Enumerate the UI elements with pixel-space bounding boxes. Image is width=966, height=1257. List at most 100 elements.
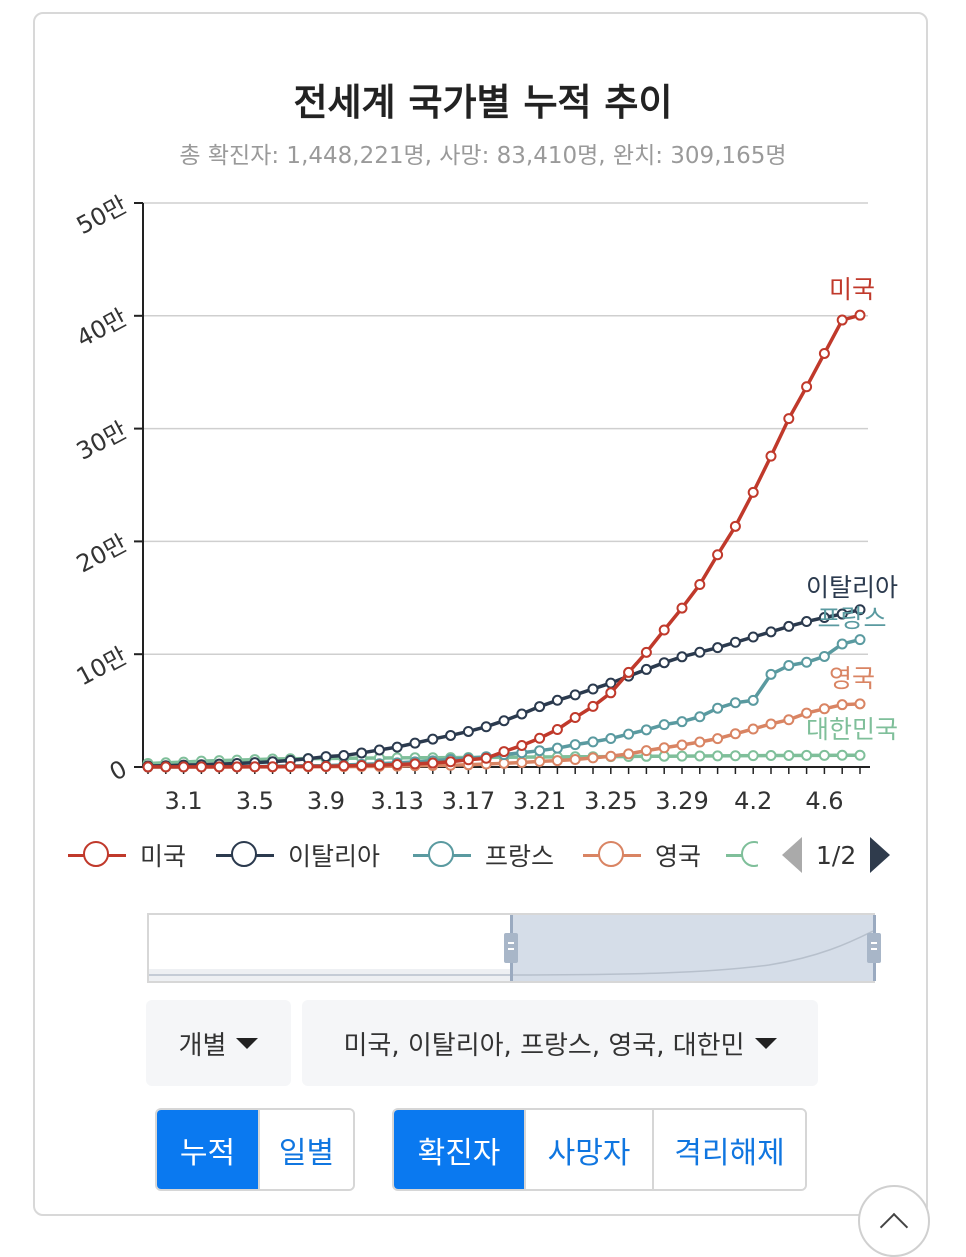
y-tick-label: 40만	[72, 303, 132, 352]
data-point	[854, 309, 866, 321]
data-point	[640, 663, 652, 675]
data-point	[818, 611, 830, 623]
data-point	[569, 689, 581, 701]
data-point	[676, 716, 688, 728]
data-point	[729, 728, 741, 740]
data-point	[498, 715, 510, 727]
data-point	[765, 750, 777, 762]
recovered-button[interactable]: 격리해제	[652, 1110, 805, 1189]
x-tick-label: 3.13	[370, 787, 423, 815]
data-point	[534, 745, 546, 757]
data-point	[854, 604, 866, 616]
daily-button[interactable]: 일별	[258, 1110, 353, 1189]
data-point	[178, 761, 190, 773]
legend-item-italy[interactable]: 이탈리아	[216, 830, 380, 880]
data-point	[783, 714, 795, 726]
series-end-label: 이탈리아	[806, 573, 898, 602]
data-point	[551, 742, 563, 754]
legend-label: 미국	[140, 842, 187, 871]
country-dropdown[interactable]: 미국, 이탈리아, 프랑스, 영국, 대한민	[302, 1000, 818, 1086]
range-toggle: 누적 일별	[155, 1108, 355, 1191]
data-point	[338, 760, 350, 772]
data-point	[409, 758, 421, 770]
data-point	[623, 748, 635, 760]
legend-item-usa[interactable]: 미국	[68, 830, 186, 880]
data-point	[623, 666, 635, 678]
data-point	[551, 755, 563, 767]
data-point	[534, 701, 546, 713]
data-point	[694, 646, 706, 658]
mode-dropdown[interactable]: 개별	[146, 1000, 291, 1086]
zoom-selected-range[interactable]	[512, 915, 875, 981]
data-point	[783, 413, 795, 425]
data-point	[676, 750, 688, 762]
type-toggle: 확진자 사망자 격리해제	[392, 1108, 807, 1191]
data-point	[605, 733, 617, 745]
data-point	[373, 744, 385, 756]
data-point	[694, 711, 706, 723]
data-point	[427, 733, 439, 745]
data-point	[694, 578, 706, 590]
zoom-end-handle[interactable]	[867, 933, 881, 963]
confirmed-button[interactable]: 확진자	[394, 1110, 524, 1189]
data-point	[836, 608, 848, 620]
next-page-icon[interactable]	[870, 837, 891, 873]
legend-label: 프랑스	[485, 842, 555, 871]
data-point	[712, 642, 724, 654]
data-point	[747, 694, 759, 706]
data-point	[729, 697, 741, 709]
cumulative-button[interactable]: 누적	[157, 1110, 258, 1189]
x-tick-label: 3.5	[236, 787, 274, 815]
x-tick-label: 3.9	[307, 787, 345, 815]
data-point	[427, 757, 439, 769]
data-point	[747, 750, 759, 762]
y-tick-label: 50만	[72, 191, 132, 240]
data-point	[623, 728, 635, 740]
data-point	[160, 761, 172, 773]
line-chart[interactable]: 0 10만 20만 30만 40만 50만 3.1 3.5 3.9 3.13 3.17 3.21 3.2…	[0, 180, 966, 820]
data-point	[587, 683, 599, 695]
data-point	[818, 703, 830, 715]
legend-marker	[583, 840, 641, 867]
legend-marker	[726, 840, 758, 867]
scroll-to-top-button[interactable]	[858, 1185, 930, 1257]
data-point	[729, 520, 741, 532]
caret-down-icon	[754, 1037, 777, 1049]
data-point	[462, 725, 474, 737]
legend-item-uk[interactable]: 영국	[583, 830, 701, 880]
data-point	[658, 624, 670, 636]
data-point	[836, 638, 848, 650]
legend-pager: 1/2	[782, 836, 891, 874]
data-point	[729, 750, 741, 762]
data-point	[676, 602, 688, 614]
prev-page-icon[interactable]	[782, 837, 802, 873]
data-point	[284, 761, 296, 773]
data-point	[801, 656, 813, 668]
data-point	[676, 739, 688, 751]
data-point	[640, 724, 652, 736]
country-dropdown-value: 미국, 이탈리아, 프랑스, 영국, 대한민	[343, 1030, 745, 1061]
zoom-start-handle[interactable]	[504, 933, 518, 963]
legend-item-france[interactable]: 프랑스	[413, 830, 554, 880]
data-point	[373, 759, 385, 771]
data-point	[195, 761, 207, 773]
data-point	[765, 626, 777, 638]
data-point	[231, 761, 243, 773]
data-point	[551, 723, 563, 735]
data-point	[676, 651, 688, 663]
data-point	[658, 657, 670, 669]
legend-label: 영국	[655, 842, 702, 871]
data-point	[712, 733, 724, 745]
data-zoom-slider[interactable]	[147, 913, 881, 983]
data-point	[302, 760, 314, 772]
data-point	[356, 747, 368, 759]
data-point	[712, 549, 724, 561]
deaths-button[interactable]: 사망자	[524, 1110, 652, 1189]
data-point	[569, 753, 581, 765]
legend-item-korea-clipped[interactable]	[726, 830, 758, 880]
data-point	[480, 721, 492, 733]
data-point	[213, 761, 225, 773]
legend-marker	[68, 840, 126, 867]
data-point	[765, 668, 777, 680]
data-point	[712, 750, 724, 762]
